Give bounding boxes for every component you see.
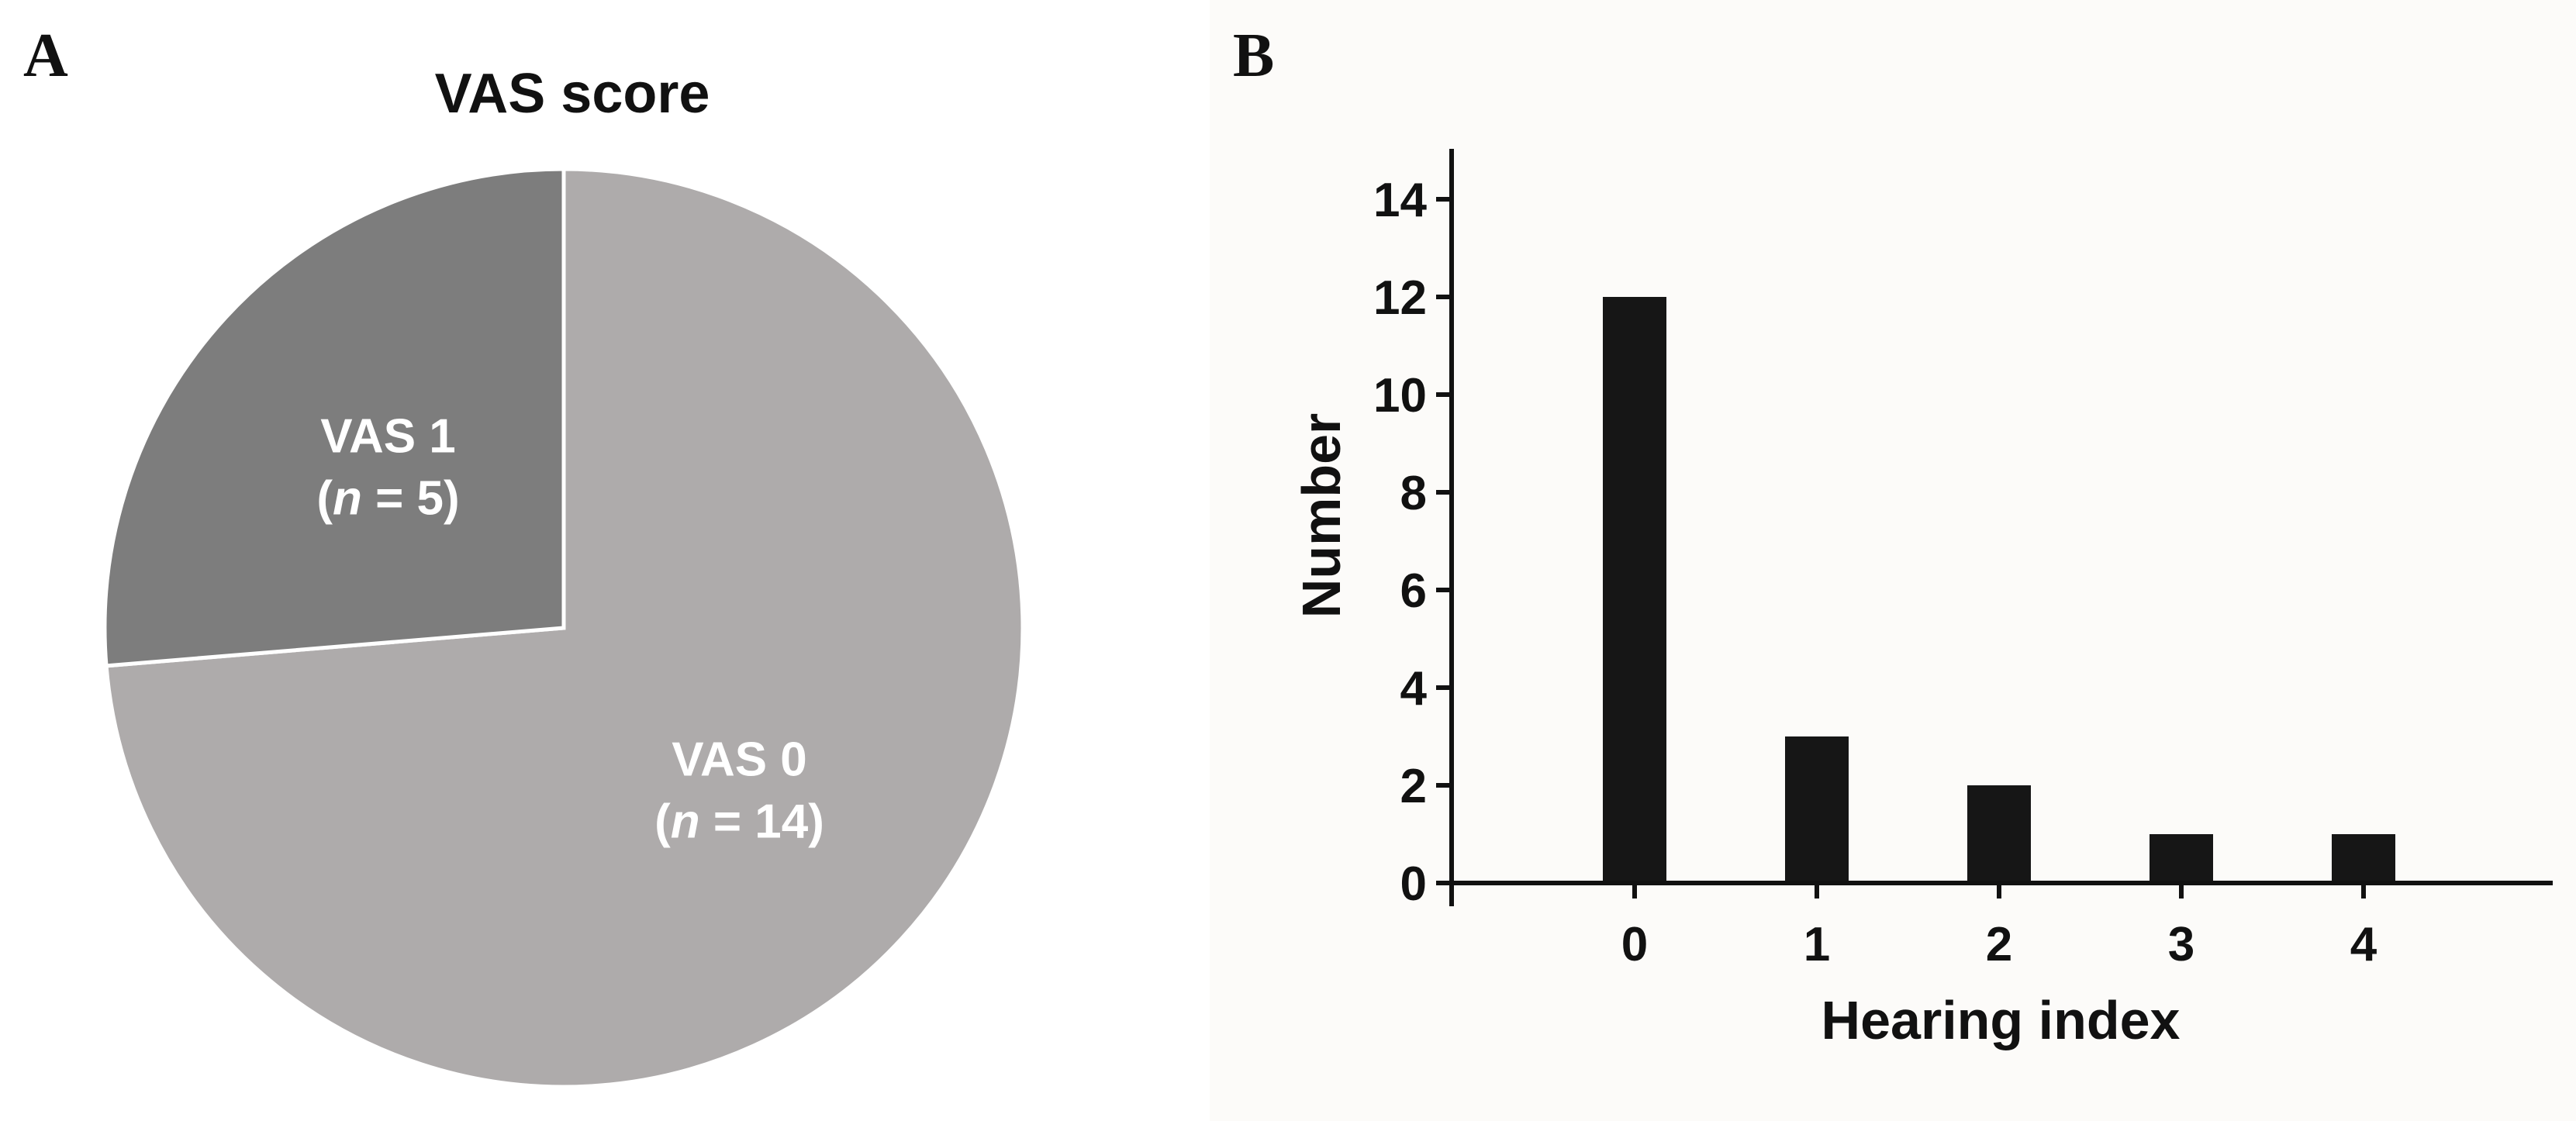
pie-title: VAS score [435, 63, 710, 125]
y-tick-label-4: 4 [1400, 662, 1428, 716]
y-tick-label-8: 8 [1400, 467, 1427, 520]
pie-labels: VAS 0 (n = 14) VAS 1 (n = 5) [316, 410, 824, 849]
y-axis-label: Number [1291, 413, 1352, 618]
bar-4 [2332, 834, 2395, 883]
x-axis-label: Hearing index [1822, 990, 2181, 1050]
pie-slice-vas-1 [102, 167, 566, 668]
y-tick-label-0: 0 [1400, 857, 1427, 911]
x-tick-label-1: 1 [1804, 918, 1830, 971]
pie-slice-vas-0-label: VAS 0 [672, 733, 807, 786]
pie-chart: VAS score VAS 0 (n = 14) VAS 1 (n = 5) [102, 63, 1025, 1089]
bar-3 [2150, 834, 2213, 883]
panel-b-letter: B [1233, 22, 1274, 90]
x-tick-label-3: 3 [2168, 918, 2194, 971]
y-tick-label-14: 14 [1373, 174, 1427, 227]
x-tick-label-0: 0 [1621, 918, 1648, 971]
x-tick-label-2: 2 [1986, 918, 2012, 971]
bar-2 [1967, 785, 2031, 883]
panel-a-letter: A [23, 22, 68, 90]
y-tick-label-6: 6 [1400, 564, 1427, 618]
y-tick-label-2: 2 [1400, 760, 1427, 813]
bar-0 [1603, 297, 1666, 883]
x-tick-label-4: 4 [2350, 918, 2377, 971]
panel-b-background [1210, 0, 2576, 1121]
pie-slice-vas-0-count: (n = 14) [654, 795, 824, 848]
pie-slice-vas-1-count: (n = 5) [316, 472, 459, 526]
bar-1 [1785, 736, 1849, 883]
bar-series [1603, 297, 2395, 883]
pie-slice-vas-1-label: VAS 1 [320, 410, 456, 464]
y-tick-label-10: 10 [1373, 369, 1427, 423]
pie-slices [102, 167, 1025, 1089]
y-tick-label-12: 12 [1373, 271, 1427, 325]
